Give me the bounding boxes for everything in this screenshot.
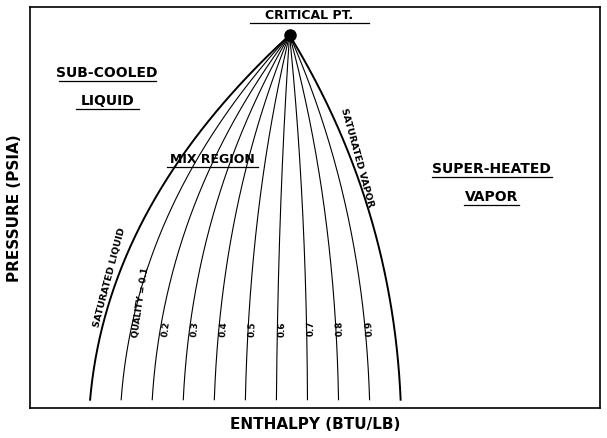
Text: 0.6: 0.6	[277, 320, 287, 336]
Text: SATURATED VAPOR: SATURATED VAPOR	[339, 107, 375, 208]
Text: 0.8: 0.8	[335, 320, 345, 336]
Text: 0.7: 0.7	[307, 320, 316, 336]
Y-axis label: PRESSURE (PSIA): PRESSURE (PSIA)	[7, 134, 22, 282]
Text: CRITICAL PT.: CRITICAL PT.	[265, 9, 353, 22]
Text: LIQUID: LIQUID	[80, 94, 134, 108]
Text: MIX REGION: MIX REGION	[170, 153, 255, 166]
Text: QUALITY = 0.1: QUALITY = 0.1	[131, 266, 150, 337]
Text: 0.5: 0.5	[248, 321, 257, 336]
Text: 0.2: 0.2	[160, 321, 171, 337]
Text: SATURATED LIQUID: SATURATED LIQUID	[92, 226, 127, 327]
Text: SUB-COOLED: SUB-COOLED	[56, 66, 158, 80]
X-axis label: ENTHALPY (BTU/LB): ENTHALPY (BTU/LB)	[230, 416, 401, 431]
Text: 0.3: 0.3	[189, 320, 200, 337]
Text: 0.4: 0.4	[219, 320, 229, 336]
Text: 0.9: 0.9	[364, 320, 374, 336]
Text: VAPOR: VAPOR	[465, 190, 518, 204]
Text: SUPER-HEATED: SUPER-HEATED	[432, 162, 551, 176]
